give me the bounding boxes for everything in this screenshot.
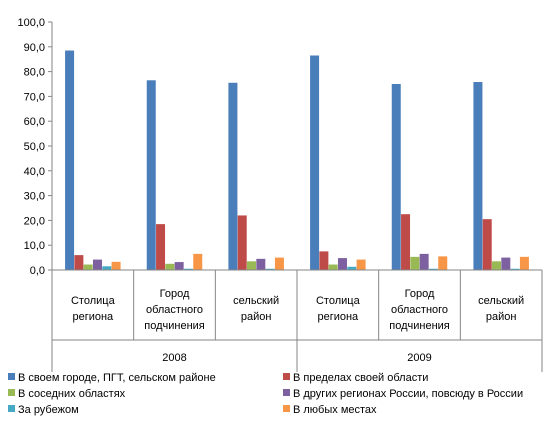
x-category-label: Столица xyxy=(316,295,361,307)
y-tick-label: 0,0 xyxy=(30,265,45,277)
y-tick-label: 70,0 xyxy=(24,91,45,103)
legend-swatch xyxy=(283,389,290,396)
legend-swatch xyxy=(8,373,15,380)
bar xyxy=(146,80,156,270)
bar xyxy=(92,259,102,270)
bar xyxy=(482,219,492,270)
x-category-label: подчинения xyxy=(144,320,205,332)
bar xyxy=(102,266,112,270)
legend: В своем городе, ПГТ, сельском районе В пр… xyxy=(8,372,523,416)
bar xyxy=(391,84,401,270)
bar xyxy=(501,257,511,270)
bar xyxy=(337,258,347,270)
bar xyxy=(356,259,366,270)
x-group-label: 2008 xyxy=(162,352,186,364)
bar xyxy=(265,268,275,270)
y-axis: 0,0 10,0 20,0 30,0 40,0 50,0 60,0 70,0 80,0 90,0 1… xyxy=(17,17,53,277)
x-category-label: областного xyxy=(391,304,448,316)
bar xyxy=(65,50,75,270)
x-category-label: район xyxy=(486,311,517,323)
bar xyxy=(419,253,429,270)
x-category-label: сельский xyxy=(233,295,279,307)
bar xyxy=(347,266,357,270)
bar xyxy=(228,82,238,270)
legend-label: В своем городе, ПГТ, сельском районе xyxy=(18,372,216,384)
x-category-label: сельский xyxy=(478,295,524,307)
x-axis: Столица региона Город областного подчинения с… xyxy=(51,269,543,372)
bar xyxy=(310,55,320,271)
x-category-label: региона xyxy=(317,311,359,323)
y-tick-label: 30,0 xyxy=(24,191,45,203)
bar xyxy=(319,251,329,270)
x-category-label: Столица xyxy=(71,295,116,307)
y-tick-label: 60,0 xyxy=(24,116,45,128)
legend-swatch xyxy=(283,373,290,380)
y-tick-label: 90,0 xyxy=(24,42,45,54)
bar xyxy=(237,215,247,270)
legend-label: В любых местах xyxy=(293,404,377,416)
x-category-label: областного xyxy=(146,304,203,316)
bar xyxy=(193,253,203,270)
legend-label: В соседних областях xyxy=(18,388,126,400)
bar xyxy=(174,262,184,270)
y-tick-label: 20,0 xyxy=(24,215,45,227)
bar xyxy=(156,224,166,270)
x-category-label: подчинения xyxy=(389,320,450,332)
bar xyxy=(510,268,520,270)
bar xyxy=(410,256,420,270)
bar xyxy=(328,264,338,270)
y-tick-label: 80,0 xyxy=(24,67,45,79)
bars xyxy=(65,50,529,271)
bar xyxy=(438,256,448,270)
legend-swatch xyxy=(283,405,290,412)
legend-label: В пределах своей области xyxy=(293,372,428,384)
bar xyxy=(401,214,411,270)
bar xyxy=(247,261,257,270)
y-tick-label: 100,0 xyxy=(17,17,45,29)
bar xyxy=(183,268,193,270)
bar xyxy=(473,82,483,271)
bar xyxy=(256,258,266,270)
y-tick-label: 40,0 xyxy=(24,166,45,178)
y-tick-label: 50,0 xyxy=(24,141,45,153)
bar xyxy=(492,261,502,270)
bar xyxy=(428,268,438,270)
bar xyxy=(111,261,121,270)
x-group-label: 2009 xyxy=(407,352,431,364)
x-category-label: Город xyxy=(405,288,435,300)
bar xyxy=(74,255,84,270)
bar xyxy=(519,256,529,270)
legend-swatch xyxy=(8,405,15,412)
bar xyxy=(165,263,175,270)
legend-label: За рубежом xyxy=(18,404,79,416)
bar xyxy=(83,264,93,270)
y-tick-label: 10,0 xyxy=(24,240,45,252)
x-category-label: район xyxy=(241,311,272,323)
bar xyxy=(274,257,284,270)
legend-swatch xyxy=(8,389,15,396)
x-category-label: региона xyxy=(72,311,114,323)
x-category-label: Город xyxy=(160,288,190,300)
legend-label: В других регионах России, повсюду в Росс… xyxy=(293,388,523,400)
